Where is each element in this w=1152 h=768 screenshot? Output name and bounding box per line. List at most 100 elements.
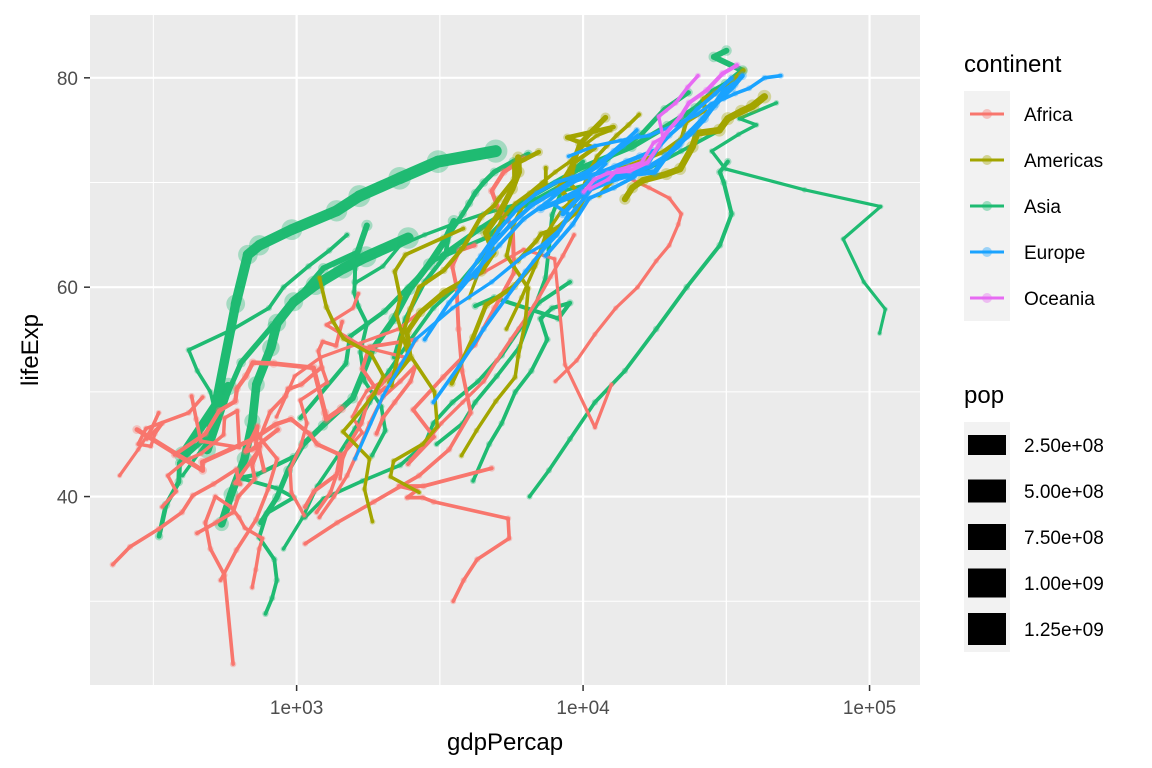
series-segment (527, 468, 551, 499)
series-segment (689, 115, 707, 135)
series-segment (496, 177, 517, 202)
series-segment (270, 578, 279, 600)
series-segment (695, 91, 718, 112)
data-point (327, 489, 334, 496)
data-point (552, 179, 559, 186)
size-legend-title: pop (964, 382, 1004, 409)
series-segment (404, 309, 424, 335)
data-point (728, 74, 735, 82)
data-point (433, 441, 440, 448)
data-point (416, 489, 422, 496)
data-point (449, 399, 456, 406)
series-segment (511, 149, 542, 167)
series-segment (535, 180, 558, 195)
size-legend-line (968, 435, 1006, 455)
series-segment (663, 140, 683, 159)
data-point (310, 487, 318, 495)
data-point (273, 484, 281, 492)
series-segment (721, 180, 734, 216)
series-segment (481, 295, 509, 331)
data-point (248, 445, 256, 454)
series-segment (450, 280, 494, 310)
data-point (578, 184, 585, 191)
series-segment (592, 171, 610, 182)
series-segment (136, 442, 153, 448)
data-point (708, 51, 720, 63)
series-segment (341, 429, 372, 461)
data-point (296, 414, 304, 422)
data-point (356, 400, 362, 407)
series-asia-12 (526, 157, 736, 500)
series-segment (420, 495, 436, 504)
data-point (510, 160, 519, 169)
data-point (488, 279, 495, 285)
data-point (355, 290, 362, 297)
data-point (708, 101, 715, 107)
data-point (471, 273, 479, 281)
data-point (344, 472, 351, 479)
series-segment (317, 275, 329, 309)
series-segment (461, 557, 480, 583)
data-point (304, 420, 310, 427)
data-point (210, 480, 217, 488)
series-segment (737, 116, 759, 127)
series-segment (222, 408, 240, 420)
data-point (861, 279, 867, 285)
series-segment (537, 189, 586, 212)
data-point (221, 572, 228, 579)
data-point (477, 213, 485, 221)
series-segment (749, 93, 769, 110)
data-point (248, 376, 265, 393)
data-point (332, 342, 340, 349)
data-point (326, 247, 333, 254)
series-segment (257, 511, 269, 540)
data-point (543, 336, 551, 343)
data-point (316, 514, 323, 521)
series-segment (497, 217, 526, 248)
data-point (358, 365, 366, 373)
data-point (407, 457, 414, 463)
data-point (390, 458, 397, 464)
color-legend-point (982, 247, 992, 257)
series-segment (504, 269, 528, 300)
data-point (415, 283, 423, 291)
series-segment (543, 185, 567, 206)
series-segment (357, 391, 377, 415)
series-segment (303, 520, 339, 546)
data-point (148, 425, 155, 432)
data-point (487, 187, 496, 195)
series-segment (156, 510, 184, 531)
x-tick-label: 1e+04 (556, 698, 610, 719)
data-point (309, 363, 318, 373)
data-point (659, 148, 667, 156)
series-segment (747, 76, 767, 91)
data-point (720, 95, 727, 102)
series-segment (230, 249, 253, 309)
data-point (626, 167, 633, 175)
data-point (503, 294, 510, 301)
series-segment (482, 209, 503, 236)
series-segment (447, 269, 478, 305)
series-segment (420, 424, 440, 446)
data-point (695, 72, 701, 79)
series-segment (623, 327, 659, 373)
series-segment (353, 254, 361, 271)
series-segment (684, 243, 722, 290)
data-point (586, 185, 593, 192)
series-segment (409, 442, 427, 462)
data-point (553, 231, 561, 238)
series-segment (149, 432, 157, 448)
data-point (460, 399, 466, 405)
data-point (298, 442, 304, 449)
data-point (592, 143, 598, 149)
series-segment (639, 170, 670, 184)
data-point (430, 304, 437, 312)
series-segment (320, 339, 338, 348)
data-point (393, 311, 400, 318)
data-point (626, 163, 632, 170)
data-point (471, 241, 479, 249)
data-point (639, 159, 645, 166)
series-segment (281, 264, 311, 290)
series-segment (710, 54, 746, 74)
data-point (490, 201, 499, 210)
